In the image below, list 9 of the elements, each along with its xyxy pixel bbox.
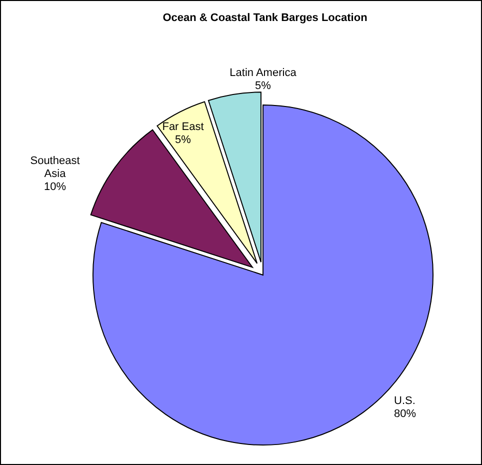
- slice-label: Far East: [162, 121, 204, 133]
- slice-label: Latin America: [230, 67, 298, 79]
- chart-title: Ocean & Coastal Tank Barges Location: [162, 12, 368, 24]
- slice-label: Southeast Asia: [30, 155, 80, 180]
- data-label: 5%: [175, 134, 192, 146]
- data-label: 80%: [394, 408, 416, 420]
- data-label: 10%: [44, 181, 66, 193]
- data-label: 5%: [255, 80, 272, 92]
- slice-label: U.S.: [394, 395, 416, 407]
